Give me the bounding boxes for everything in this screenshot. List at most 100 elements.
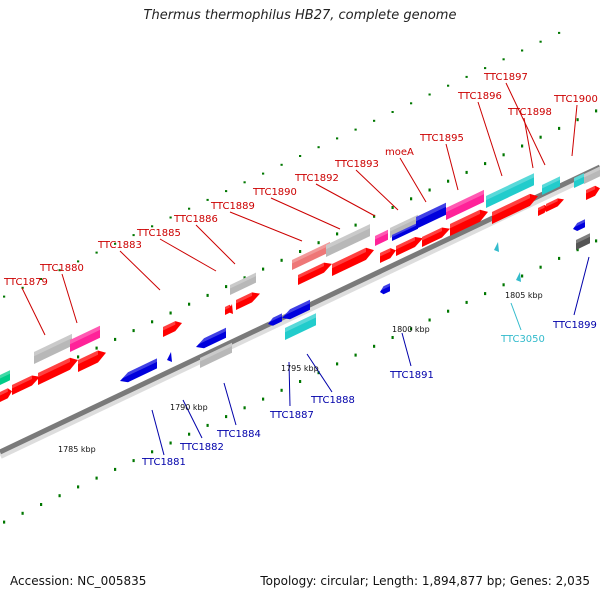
scale-dot [391,206,394,209]
gene-label-ttc1890[interactable]: TTC1890 [252,187,297,198]
gene-label-ttc1891[interactable]: TTC1891 [389,370,434,381]
gene-feature[interactable] [0,388,12,402]
gene-feature[interactable] [380,248,396,263]
gene-label-ttc1883[interactable]: TTC1883 [97,240,142,251]
gene-feature[interactable] [292,241,330,270]
gene-feature[interactable] [230,272,256,295]
gene-label-moea[interactable]: moeA [385,147,414,158]
gene-feature-highlight [486,173,534,201]
gene-feature[interactable] [574,173,584,188]
scale-dot [40,278,43,280]
scale-dot [336,137,339,140]
gene-label-ttc1896[interactable]: TTC1896 [457,91,502,102]
scale-dot [336,362,339,366]
gene-feature[interactable] [298,262,332,285]
gene-feature[interactable] [70,325,100,352]
gene-feature[interactable] [38,357,78,385]
gene-feature-highlight [416,202,446,222]
gene-feature-body [380,248,396,263]
gene-feature[interactable] [34,333,72,364]
gene-feature[interactable] [546,198,564,212]
gene-label-ttc1882[interactable]: TTC1882 [179,442,224,453]
gene-label-ttc1897[interactable]: TTC1897 [483,72,528,83]
gene-feature[interactable] [486,173,534,208]
gene-feature[interactable] [390,214,418,238]
gene-feature[interactable] [236,292,260,310]
gene-label-ttc1884[interactable]: TTC1884 [216,429,261,440]
gene-feature[interactable] [586,185,600,200]
gene-feature[interactable] [332,247,374,276]
gene-feature[interactable] [422,227,450,248]
gene-feature-highlight [380,248,391,257]
gene-feature[interactable] [326,224,370,257]
small-feature-mark [494,242,499,252]
gene-label-ttc1881[interactable]: TTC1881 [141,457,186,468]
gene-feature[interactable] [375,229,388,246]
label-connector [315,183,376,217]
gene-label-ttc1892[interactable]: TTC1892 [294,173,339,184]
gene-feature[interactable] [446,189,484,220]
gene-label-ttc1899[interactable]: TTC1899 [552,320,597,331]
scale-dot [132,459,135,463]
scale-dot [558,31,561,34]
label-connector [61,273,78,324]
gene-feature[interactable] [392,222,418,241]
gene-feature[interactable] [584,166,600,184]
gene-feature-body [326,224,370,257]
scale-dot [58,494,61,498]
scale-dot [95,476,98,480]
gene-feature[interactable] [542,176,560,195]
gene-label-ttc1880[interactable]: TTC1880 [39,263,84,274]
gene-feature[interactable] [576,233,590,250]
label-connector [182,399,203,439]
scale-dot [151,320,154,324]
gene-feature[interactable] [380,283,390,295]
gene-label-ttc1900[interactable]: TTC1900 [553,94,598,105]
gene-feature-highlight [12,375,32,389]
gene-feature-highlight [546,198,558,207]
gene-feature[interactable] [416,202,446,229]
gene-label-ttc3050[interactable]: TTC3050 [500,334,545,345]
scale-dot [447,84,450,87]
gene-label-ttc1889[interactable]: TTC1889 [210,201,255,212]
gene-feature[interactable] [225,304,232,315]
scale-dot [391,111,394,113]
gene-label-ttc1893[interactable]: TTC1893 [334,159,379,170]
gene-feature[interactable] [163,321,182,337]
gene-feature[interactable] [282,299,310,320]
gene-feature[interactable] [396,237,423,256]
gene-feature[interactable] [450,209,488,236]
gene-feature[interactable] [120,358,157,383]
gene-feature-body [450,209,488,236]
gene-feature[interactable] [196,327,226,349]
gene-feature[interactable] [492,193,538,224]
scale-dot [317,241,320,245]
scale-dot [484,67,487,70]
gene-label-ttc1887[interactable]: TTC1887 [269,410,314,421]
scale-dot [428,318,431,322]
scale-dot [225,190,228,193]
gene-feature-body [230,272,256,295]
scale-dot [539,135,542,139]
gene-feature[interactable] [12,375,40,396]
gene-label-ttc1895[interactable]: TTC1895 [419,133,464,144]
gene-label-ttc1886[interactable]: TTC1886 [173,214,218,225]
gene-feature[interactable] [268,313,282,326]
gene-label-ttc1888[interactable]: TTC1888 [310,395,355,406]
dot-rows [3,31,598,524]
label-connector [159,238,217,272]
gene-feature[interactable] [285,313,316,340]
gene-feature[interactable] [538,204,548,216]
gene-label-ttc1898[interactable]: TTC1898 [507,107,552,118]
gene-feature[interactable] [0,370,10,385]
gene-feature-highlight [396,237,415,250]
gene-feature[interactable] [200,342,232,368]
gene-label-ttc1879[interactable]: TTC1879 [3,277,48,288]
label-connector [288,361,291,407]
scale-dot [465,75,468,78]
gene-feature[interactable] [573,219,585,231]
gene-label-ttc1885[interactable]: TTC1885 [136,228,181,239]
gene-feature[interactable] [78,350,106,373]
gene-feature-highlight [200,342,232,362]
scale-label-1800: 1800 kbp [392,325,430,334]
